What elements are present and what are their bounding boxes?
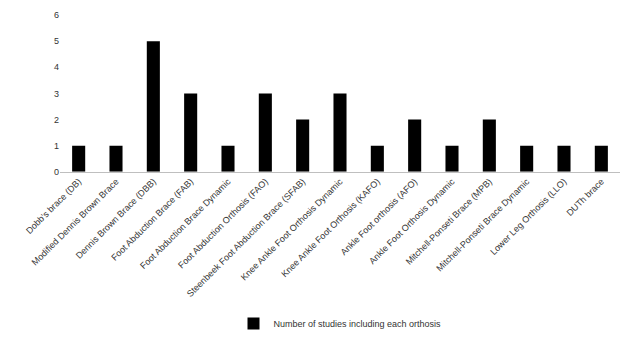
svg-text:5: 5 bbox=[54, 36, 59, 46]
svg-text:Foot Abduction Brace Dynamic: Foot Abduction Brace Dynamic bbox=[138, 176, 233, 271]
svg-text:Modified Dennis Brown Brace: Modified Dennis Brown Brace bbox=[30, 177, 121, 268]
svg-text:Dennis Brown Brace (DBB): Dennis Brown Brace (DBB) bbox=[74, 177, 158, 261]
svg-text:Steenbeek Foot Abduction Brace: Steenbeek Foot Abduction Brace (SFAB) bbox=[185, 177, 307, 299]
svg-text:6: 6 bbox=[54, 10, 59, 20]
svg-text:4: 4 bbox=[54, 62, 59, 72]
svg-text:Ankle Foot Orthosis Dynamic: Ankle Foot Orthosis Dynamic bbox=[367, 176, 457, 266]
svg-text:Mitchell-Ponseti Brace Dynamic: Mitchell-Ponseti Brace Dynamic bbox=[434, 176, 531, 273]
svg-text:Ankle Foot orthosis (AFO): Ankle Foot orthosis (AFO) bbox=[339, 177, 420, 258]
svg-text:Mitchell-Ponseti Brace (MPB): Mitchell-Ponseti Brace (MPB) bbox=[404, 177, 494, 267]
svg-text:Number of studies including ea: Number of studies including each orthosi… bbox=[274, 319, 442, 329]
svg-text:Dobb's brace (DB): Dobb's brace (DB) bbox=[24, 177, 83, 236]
svg-text:DUTh brace: DUTh brace bbox=[565, 177, 606, 218]
svg-text:Foot Abduction Orthosis (FAO): Foot Abduction Orthosis (FAO) bbox=[176, 177, 270, 271]
svg-text:Knee Ankle Foot Orthosis Dynam: Knee Ankle Foot Orthosis Dynamic bbox=[239, 176, 345, 282]
svg-text:Foot Abduction Brace (FAB): Foot Abduction Brace (FAB) bbox=[109, 177, 195, 263]
svg-text:Lower Leg Orthosis (LLO): Lower Leg Orthosis (LLO) bbox=[488, 177, 568, 257]
svg-text:1: 1 bbox=[54, 141, 59, 151]
svg-text:Knee Ankle Foot Orthosis (KAFO: Knee Ankle Foot Orthosis (KAFO) bbox=[279, 177, 382, 280]
svg-text:2: 2 bbox=[54, 115, 59, 125]
svg-text:0: 0 bbox=[54, 167, 59, 177]
svg-text:3: 3 bbox=[54, 89, 59, 99]
